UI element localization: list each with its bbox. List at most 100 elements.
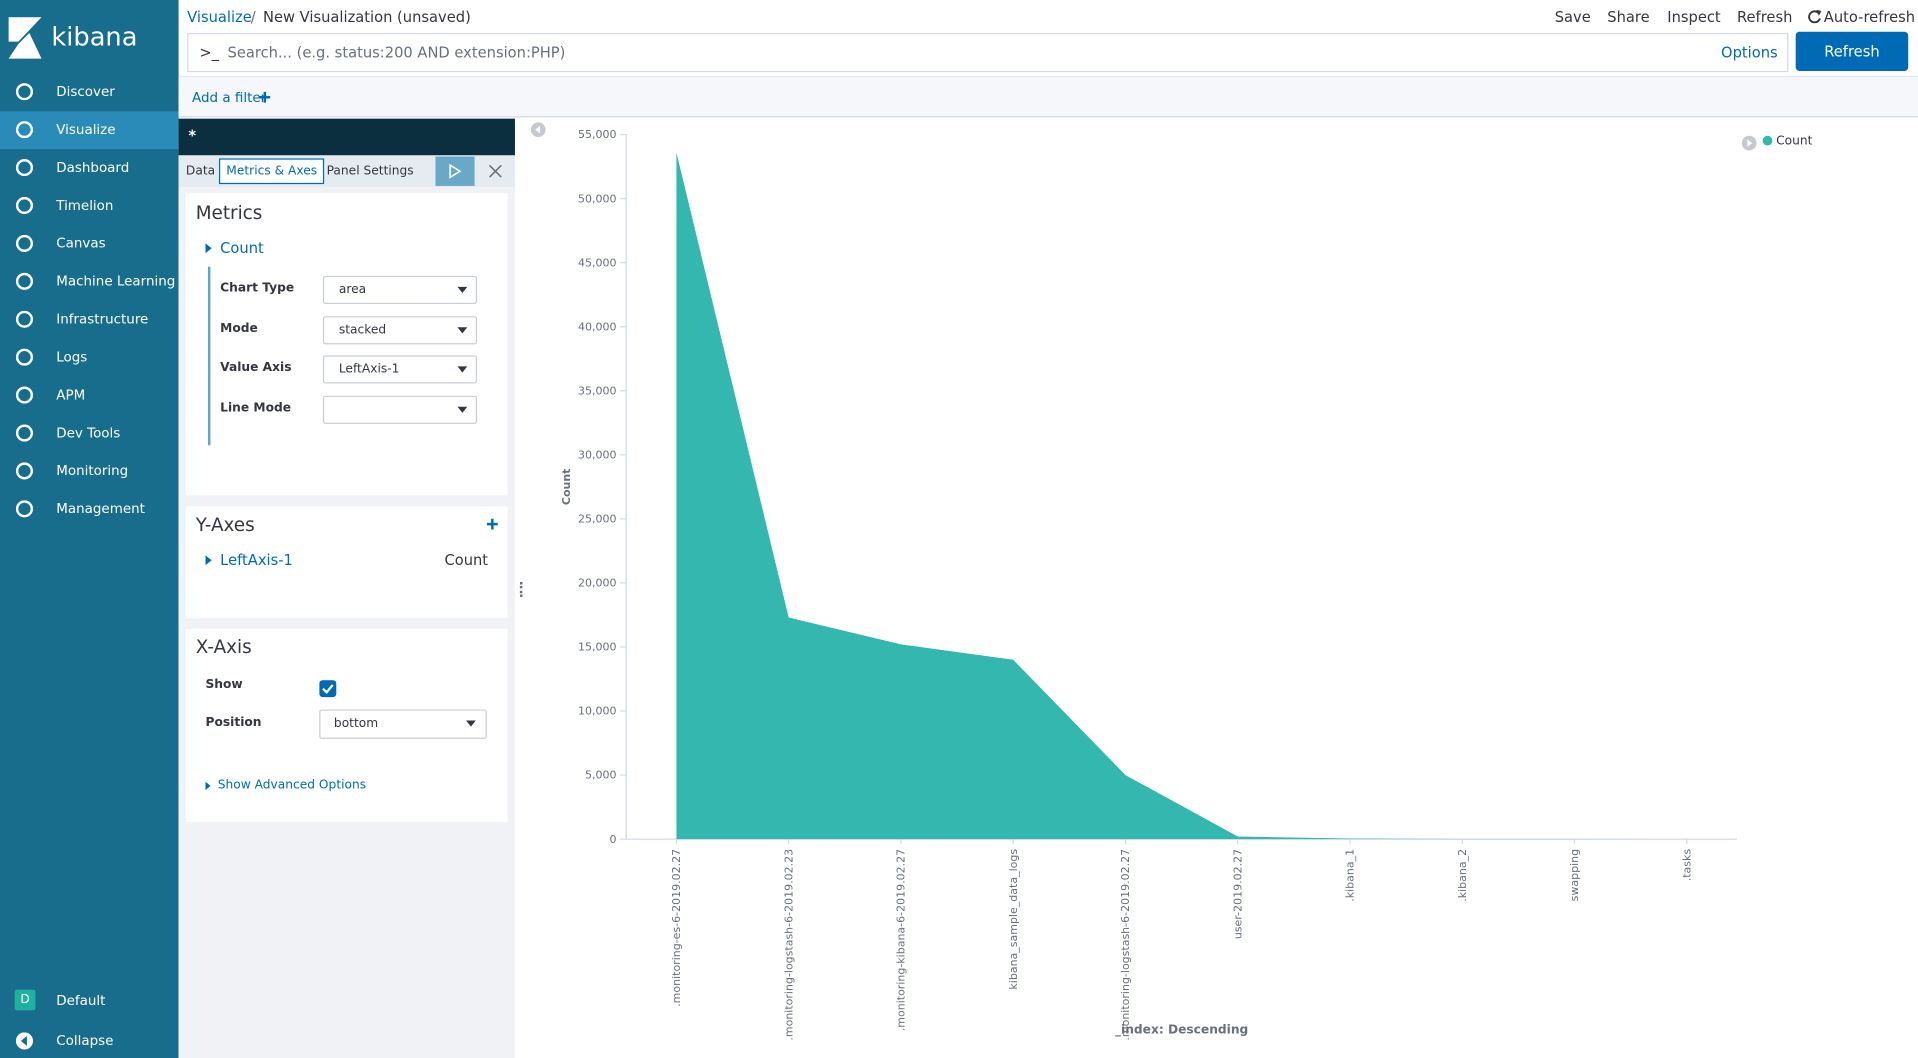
y-tick-label: 5,000 <box>585 769 617 782</box>
nav-icon-shape <box>15 196 34 215</box>
nav-item[interactable]: Visualize <box>56 121 116 138</box>
search-bar[interactable] <box>187 33 1789 73</box>
add-axis[interactable] <box>486 518 498 530</box>
legend-swatch[interactable] <box>1762 135 1773 146</box>
nav-item[interactable]: Logs <box>56 349 88 366</box>
x-tick-label: .kibana_1 <box>1344 849 1357 902</box>
field-value[interactable]: LeftAxis-1 <box>338 363 400 377</box>
metrics-title: Metrics <box>195 201 263 224</box>
header-action[interactable]: Auto-refresh <box>1823 8 1916 26</box>
logo-icon <box>8 17 42 59</box>
y-tick-label: 15,000 <box>578 641 616 654</box>
header-action[interactable]: Inspect <box>1667 8 1721 26</box>
nav-item[interactable]: Monitoring <box>56 462 129 479</box>
add-filter-icon[interactable] <box>259 91 271 103</box>
x-tick-label: .monitoring-es-6-2019.02.27 <box>670 849 683 1007</box>
resize-handle[interactable] <box>519 582 526 597</box>
auto-refresh-icon[interactable] <box>1808 9 1822 24</box>
nav-icon[interactable] <box>15 159 34 177</box>
nav-icon[interactable] <box>15 234 34 252</box>
legend-toggle-arrow[interactable] <box>1747 139 1753 147</box>
add-filter[interactable]: Add a filter <box>192 89 267 106</box>
nav-icon-shape <box>15 234 34 252</box>
nav-item[interactable]: Discover <box>56 83 115 100</box>
caret[interactable] <box>205 555 212 566</box>
advanced-options[interactable]: Show Advanced Options <box>217 778 367 793</box>
filter-bar <box>178 75 1918 118</box>
nav-icon[interactable] <box>15 121 34 139</box>
x-tick-label: swapping <box>1568 849 1581 901</box>
metrics-card <box>185 193 508 496</box>
x-tick-label: .monitoring-kibana-6-2019.02.27 <box>895 849 908 1031</box>
editor-title-bar <box>178 118 515 156</box>
select-arrow <box>457 326 468 333</box>
nav-icon[interactable] <box>15 348 34 366</box>
caret[interactable] <box>205 243 212 254</box>
nav-item[interactable]: Dashboard <box>56 159 130 176</box>
nav-icon-shape <box>15 159 34 177</box>
select-arrow <box>457 366 468 373</box>
nav-item[interactable]: Management <box>56 500 145 517</box>
nav-icon-shape <box>15 462 34 480</box>
space-name[interactable]: Default <box>56 992 106 1009</box>
breadcrumb-parent[interactable]: Visualize <box>187 8 252 26</box>
position-label: Position <box>205 716 262 730</box>
editor-tab[interactable]: Data <box>185 164 216 178</box>
nav-icon[interactable] <box>15 272 34 290</box>
nav-item[interactable]: Dev Tools <box>56 425 121 441</box>
header-action[interactable]: Refresh <box>1736 8 1793 26</box>
nav-icon[interactable] <box>15 386 34 404</box>
nav-icon[interactable] <box>15 500 34 518</box>
field-value[interactable]: stacked <box>338 323 387 337</box>
nav-item[interactable]: APM <box>56 387 86 404</box>
discard-button[interactable] <box>489 165 502 178</box>
agg-bar <box>207 266 211 446</box>
options-link[interactable]: Options <box>1721 44 1778 62</box>
apply-button[interactable] <box>435 156 475 186</box>
header-action[interactable]: Save <box>1554 8 1591 26</box>
y-axis-label: Count <box>560 469 573 506</box>
nav-icon-shape <box>15 424 34 442</box>
metric-agg[interactable]: Count <box>220 239 264 257</box>
position-select[interactable] <box>319 709 487 739</box>
x-tick-label: kibana_sample_data_logs <box>1007 849 1020 990</box>
editor-tab[interactable]: Panel Settings <box>326 164 414 178</box>
field-value[interactable]: area <box>338 283 367 297</box>
field-select[interactable] <box>322 315 478 344</box>
y-tick-label: 0 <box>609 833 616 846</box>
search-placeholder[interactable]: Search... (e.g. status:200 AND extension… <box>227 44 566 62</box>
nav-icon[interactable] <box>15 196 34 215</box>
nav-item[interactable]: Timelion <box>56 197 114 214</box>
refresh-button[interactable]: Refresh <box>1795 31 1909 71</box>
header-action[interactable]: Share <box>1607 8 1650 26</box>
field-label: Mode <box>220 321 258 336</box>
field-select[interactable] <box>322 355 478 384</box>
nav-item[interactable]: Infrastructure <box>56 311 149 328</box>
position-value[interactable]: bottom <box>333 717 379 731</box>
chart: 0 5,000 10,000 15,000 20,000 25,000 30,000 35,0… <box>560 128 1813 1041</box>
caret[interactable] <box>205 781 211 791</box>
nav-icon[interactable] <box>15 424 34 442</box>
legend-label[interactable]: Count <box>1776 133 1812 147</box>
y-axis-name[interactable]: LeftAxis-1 <box>220 551 293 569</box>
collapse-icon[interactable] <box>15 1032 34 1050</box>
nav-icon[interactable] <box>15 310 34 328</box>
select-arrow <box>457 406 468 413</box>
nav-icon[interactable] <box>15 462 34 480</box>
y-tick-label: 45,000 <box>578 256 616 269</box>
space-badge[interactable]: D <box>14 989 36 1011</box>
collapse[interactable]: Collapse <box>56 1033 114 1049</box>
field-select[interactable] <box>322 395 478 424</box>
y-axis-type: Count <box>444 551 489 569</box>
collapse-editor[interactable] <box>530 122 546 137</box>
editor-tab[interactable]: Metrics & Axes <box>218 158 325 185</box>
nav-item[interactable]: Machine Learning <box>56 273 176 290</box>
x-tick-label: .monitoring-logstash-6-2019.02.23 <box>782 849 795 1041</box>
breadcrumb-current: New Visualization (unsaved) <box>262 8 471 26</box>
breadcrumb-separator: / <box>250 8 256 26</box>
nav-item[interactable]: Canvas <box>56 235 106 252</box>
nav-icon[interactable] <box>15 83 34 101</box>
field-select[interactable] <box>322 275 478 304</box>
show-checkbox[interactable] <box>319 680 337 698</box>
